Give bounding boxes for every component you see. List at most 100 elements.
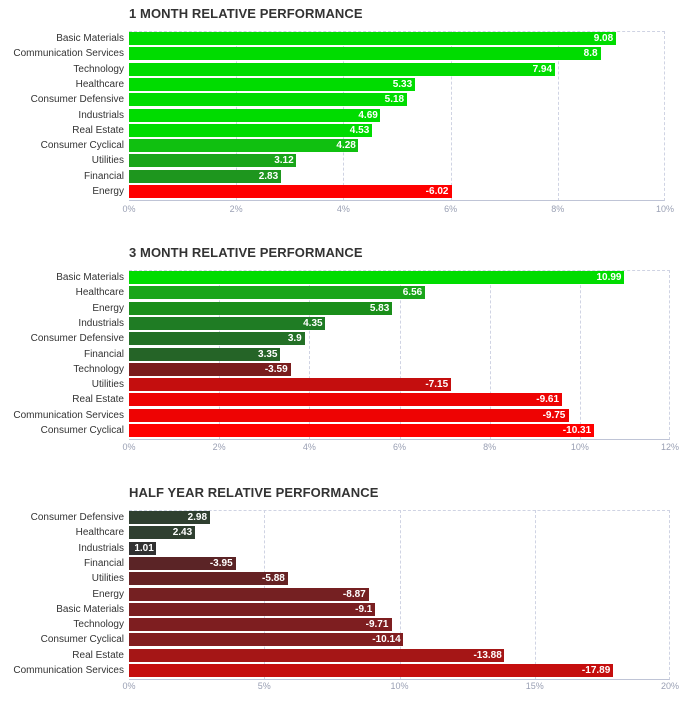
category-label: Technology bbox=[73, 619, 124, 631]
bar[interactable] bbox=[129, 271, 625, 284]
category-label: Real Estate bbox=[72, 124, 124, 136]
bar-value-label: -9.61 bbox=[536, 394, 560, 406]
x-tick-label: 2% bbox=[212, 442, 226, 452]
bar[interactable] bbox=[129, 618, 392, 632]
category-label: Healthcare bbox=[75, 78, 124, 90]
bar-value-label: -10.14 bbox=[372, 634, 401, 646]
bar-value-label: 5.33 bbox=[392, 78, 413, 90]
x-tick-label: 6% bbox=[392, 442, 407, 452]
bar-value-label: -3.95 bbox=[209, 557, 233, 569]
plot-frame bbox=[129, 270, 670, 441]
bar-value-label: -5.88 bbox=[262, 573, 285, 585]
bar[interactable] bbox=[129, 587, 369, 601]
bar-value-label: -17.89 bbox=[581, 665, 611, 676]
gridline bbox=[534, 510, 536, 681]
bar-value-label: -3.59 bbox=[264, 363, 288, 375]
bar[interactable] bbox=[129, 572, 289, 586]
category-label: Healthcare bbox=[75, 527, 124, 539]
bar[interactable] bbox=[129, 347, 281, 361]
bar[interactable] bbox=[129, 301, 392, 315]
bar-value-label: -8.87 bbox=[342, 588, 366, 600]
plot-frame bbox=[129, 31, 665, 202]
bar-value-label: 8.8 bbox=[583, 48, 598, 60]
x-tick-label: 8% bbox=[483, 442, 497, 452]
gridline bbox=[399, 270, 401, 441]
x-tick-label: 0% bbox=[122, 442, 136, 452]
category-label: Energy bbox=[92, 186, 124, 197]
bar[interactable] bbox=[129, 633, 404, 647]
category-label: Industrials bbox=[78, 109, 124, 121]
bar[interactable] bbox=[129, 378, 452, 392]
category-label: Consumer Defensive bbox=[30, 333, 124, 345]
category-label: Basic Materials bbox=[56, 603, 124, 615]
bar-value-label: 1.01 bbox=[134, 542, 154, 554]
bar-value-label: 4.35 bbox=[303, 317, 323, 329]
gridline bbox=[489, 270, 491, 441]
bar[interactable] bbox=[129, 648, 505, 662]
bar[interactable] bbox=[129, 154, 297, 168]
bar[interactable] bbox=[129, 408, 569, 422]
chart-title: HALF YEAR RELATIVE PERFORMANCE bbox=[129, 485, 379, 500]
bar[interactable] bbox=[129, 139, 359, 153]
category-label: Utilities bbox=[91, 573, 124, 585]
bar[interactable] bbox=[129, 47, 601, 61]
bar-value-label: 2.43 bbox=[172, 527, 193, 539]
bar[interactable] bbox=[129, 362, 291, 376]
gridline bbox=[309, 270, 311, 441]
bar[interactable] bbox=[129, 123, 372, 137]
bar[interactable] bbox=[129, 602, 376, 616]
bar-value-label: 3.35 bbox=[258, 348, 278, 360]
bar[interactable] bbox=[129, 541, 157, 555]
x-tick-label: 10% bbox=[390, 681, 409, 691]
category-label: Consumer Defensive bbox=[30, 512, 124, 523]
bar[interactable] bbox=[129, 556, 236, 570]
plot-frame bbox=[129, 510, 670, 681]
bar-value-label: -10.31 bbox=[562, 425, 592, 436]
bar-value-label: 4.69 bbox=[358, 109, 378, 121]
gridline bbox=[450, 31, 452, 202]
bar-value-label: 3.12 bbox=[274, 155, 294, 167]
bar-value-label: 3.9 bbox=[287, 333, 302, 345]
chart-half-year: HALF YEAR RELATIVE PERFORMANCE 2.98 2.43 1… bbox=[0, 480, 685, 702]
x-tick-label: 4% bbox=[336, 204, 350, 214]
category-label: Consumer Cyclical bbox=[40, 425, 124, 436]
chart-1-month: 1 MONTH RELATIVE PERFORMANCE 9.08 8.8 7.94… bbox=[0, 0, 685, 230]
bar[interactable] bbox=[129, 93, 407, 107]
bar[interactable] bbox=[129, 108, 381, 122]
category-label: Consumer Defensive bbox=[30, 94, 124, 106]
category-label: Industrials bbox=[78, 317, 124, 329]
bar[interactable] bbox=[129, 32, 616, 45]
category-label: Communication Services bbox=[13, 409, 124, 421]
bar[interactable] bbox=[129, 169, 281, 183]
category-label: Consumer Cyclical bbox=[40, 140, 124, 152]
bar[interactable] bbox=[129, 424, 594, 437]
category-label: Technology bbox=[73, 63, 124, 75]
bar-value-label: -9.71 bbox=[365, 619, 389, 631]
x-tick-label: 8% bbox=[551, 204, 565, 214]
x-tick-label: 15% bbox=[525, 681, 544, 691]
x-tick-label: 2% bbox=[229, 204, 243, 214]
category-label: Basic Materials bbox=[56, 272, 124, 283]
bar[interactable] bbox=[129, 526, 195, 540]
category-labels: Consumer Defensive Healthcare Industrials F… bbox=[0, 510, 124, 680]
bar-value-label: -9.75 bbox=[542, 409, 566, 421]
category-label: Financial bbox=[83, 557, 124, 569]
bar-value-label: -9.1 bbox=[355, 603, 373, 615]
category-label: Utilities bbox=[91, 155, 124, 167]
bar[interactable] bbox=[129, 62, 555, 76]
x-tick-label: 5% bbox=[257, 681, 271, 691]
x-tick-label: 10% bbox=[570, 442, 589, 452]
category-label: Financial bbox=[83, 348, 124, 360]
bar[interactable] bbox=[129, 185, 452, 198]
bar[interactable] bbox=[129, 286, 425, 300]
bar[interactable] bbox=[129, 77, 415, 91]
bar-value-label: 6.56 bbox=[402, 287, 423, 299]
bar[interactable] bbox=[129, 393, 563, 407]
bar[interactable] bbox=[129, 664, 613, 677]
chart-title: 1 MONTH RELATIVE PERFORMANCE bbox=[129, 6, 363, 21]
bar[interactable] bbox=[129, 316, 326, 330]
chart-3-month: 3 MONTH RELATIVE PERFORMANCE 10.99 6.56 5.… bbox=[0, 240, 685, 470]
bar[interactable] bbox=[129, 511, 210, 524]
x-tick-label: 0% bbox=[122, 681, 136, 691]
bar[interactable] bbox=[129, 332, 305, 346]
